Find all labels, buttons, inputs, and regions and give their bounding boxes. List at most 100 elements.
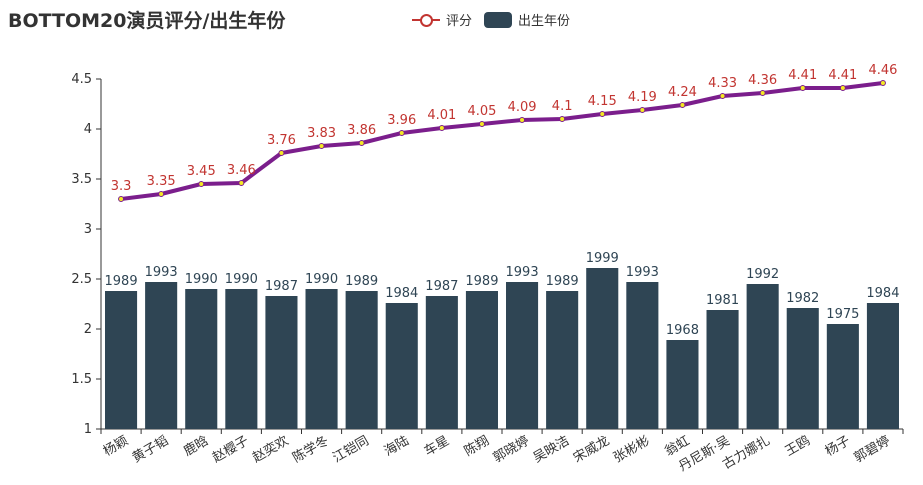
x-category-label: 郭碧婷: [851, 433, 893, 466]
y-tick-label: 3: [84, 222, 92, 237]
score-point: [799, 85, 806, 91]
y-tick-label: 1.5: [71, 372, 92, 387]
legend-bar-label: 出生年份: [518, 14, 571, 29]
bar: [465, 291, 498, 429]
score-point: [879, 80, 886, 86]
score-point: [158, 191, 165, 197]
score-label: 3.96: [387, 113, 416, 128]
bar: [385, 303, 418, 429]
x-category-label: 吴映洁: [531, 433, 572, 465]
x-category-label: 王鸥: [782, 433, 813, 460]
y-tick-label: 3.5: [71, 172, 92, 187]
score-label: 3.46: [227, 163, 256, 178]
score-label: 3.76: [267, 133, 296, 148]
x-category-label: 杨颖: [101, 433, 131, 459]
score-point: [519, 117, 526, 123]
bar: [345, 291, 378, 429]
bar-label: 1992: [746, 267, 779, 282]
x-category-label: 杨子: [823, 433, 853, 459]
bar: [546, 291, 579, 429]
score-label: 4.05: [467, 104, 496, 119]
chart-title: BOTTOM20演员评分/出生年份: [8, 10, 286, 32]
x-category-label: 鹿晗: [181, 433, 212, 460]
bar: [305, 289, 338, 429]
score-point: [318, 143, 325, 149]
x-category-label: 陈学冬: [290, 433, 332, 466]
score-label: 3.86: [347, 123, 376, 138]
bar-label: 1982: [786, 291, 819, 306]
score-point: [278, 150, 285, 156]
legend-line-label: 评分: [446, 14, 473, 29]
score-point: [398, 130, 405, 136]
score-label: 4.36: [748, 73, 777, 88]
y-tick-label: 1: [84, 422, 92, 437]
score-label: 4.33: [708, 76, 737, 91]
score-label: 3.35: [147, 174, 176, 189]
score-label: 4.19: [628, 90, 657, 105]
legend[interactable]: 评分 出生年份: [412, 10, 582, 29]
bar-label: 1989: [546, 274, 579, 289]
bar: [666, 340, 699, 429]
score-label: 3.3: [111, 179, 132, 194]
legend-item-line[interactable]: 评分: [412, 10, 472, 29]
bar-label: 1993: [145, 265, 178, 280]
bar-label: 1975: [826, 307, 859, 322]
score-point: [358, 140, 365, 146]
score-point: [679, 102, 686, 108]
bar-label: 1989: [105, 274, 138, 289]
x-category-label: 赵樱子: [210, 433, 252, 466]
y-tick-label: 4: [84, 122, 92, 137]
score-label: 3.83: [307, 126, 336, 141]
bar-label: 1981: [706, 293, 739, 308]
bar-label: 1989: [465, 274, 498, 289]
y-tick-label: 2: [84, 322, 92, 337]
score-point: [559, 116, 566, 122]
legend-bar-swatch-icon: [484, 11, 513, 28]
score-point: [839, 85, 846, 91]
score-label: 4.41: [828, 68, 857, 83]
score-point: [599, 111, 606, 117]
bar: [626, 282, 659, 429]
bar: [826, 324, 859, 429]
y-tick-label: 2.5: [71, 272, 92, 287]
bar-label: 1987: [425, 279, 458, 294]
bar-label: 1968: [666, 323, 699, 338]
bar-label: 1990: [305, 272, 338, 287]
score-point: [118, 196, 125, 202]
x-category-label: 海陆: [381, 433, 412, 460]
bar-label: 1984: [385, 286, 418, 301]
bar: [145, 282, 178, 429]
bar: [586, 268, 619, 429]
bar: [706, 310, 739, 429]
y-tick-label: 4.5: [71, 72, 92, 87]
bar: [425, 296, 458, 429]
score-point: [719, 93, 726, 99]
bar: [185, 289, 218, 429]
score-label: 4.09: [508, 100, 537, 115]
bar-label: 1989: [345, 274, 378, 289]
bar: [786, 308, 819, 429]
bar: [506, 282, 539, 429]
bar-labels: 1989 1993 1990 1990 1987 1990 1989 1984 1987 1989…: [105, 251, 900, 338]
x-category-label: 宋威龙: [571, 433, 612, 465]
bars: [105, 268, 899, 429]
score-label: 3.45: [187, 164, 216, 179]
legend-item-bar[interactable]: 出生年份: [484, 10, 570, 29]
bar-label: 1999: [586, 251, 619, 266]
x-category-label: 赵奕欢: [250, 433, 292, 466]
bar-label: 1990: [185, 272, 218, 287]
score-label: 4.1: [552, 99, 573, 114]
score-label: 4.41: [788, 68, 817, 83]
score-label: 4.15: [588, 94, 617, 109]
bar: [746, 284, 779, 429]
score-label: 4.01: [427, 108, 456, 123]
x-category-label: 江铠同: [330, 433, 372, 466]
score-point: [238, 180, 245, 186]
score-point: [639, 107, 646, 113]
bar: [105, 291, 138, 429]
score-point: [478, 121, 485, 127]
x-category-label: 陈翔: [461, 433, 492, 460]
bar-label: 1993: [626, 265, 659, 280]
